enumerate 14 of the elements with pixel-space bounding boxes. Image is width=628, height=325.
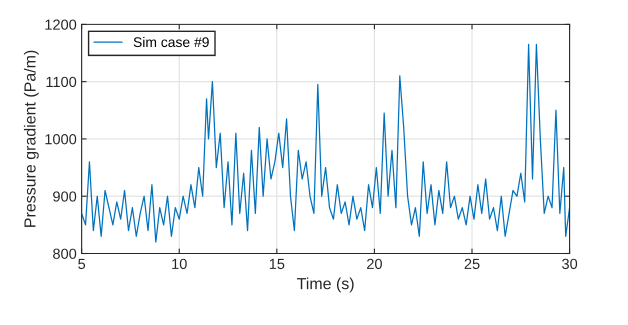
x-tick-label: 5 xyxy=(78,258,86,270)
x-tick-label: 25 xyxy=(464,258,480,270)
y-tick-label: 800 xyxy=(53,248,76,259)
y-tick-label: 1000 xyxy=(45,134,76,144)
x-tick-label: 30 xyxy=(562,258,578,270)
x-tick-label: 20 xyxy=(367,258,382,270)
y-tick-label: 1200 xyxy=(45,19,76,30)
y-tick-label: 900 xyxy=(53,191,76,202)
y-tick-label: 1100 xyxy=(46,76,76,88)
x-axis-title: Time (s) xyxy=(297,278,354,292)
legend-label: Sim case #9 xyxy=(134,36,209,48)
y-axis-title: Pressure gradient (Pa/m) xyxy=(24,50,39,227)
x-tick-label: 15 xyxy=(270,258,284,270)
x-tick-label: 10 xyxy=(172,258,187,270)
